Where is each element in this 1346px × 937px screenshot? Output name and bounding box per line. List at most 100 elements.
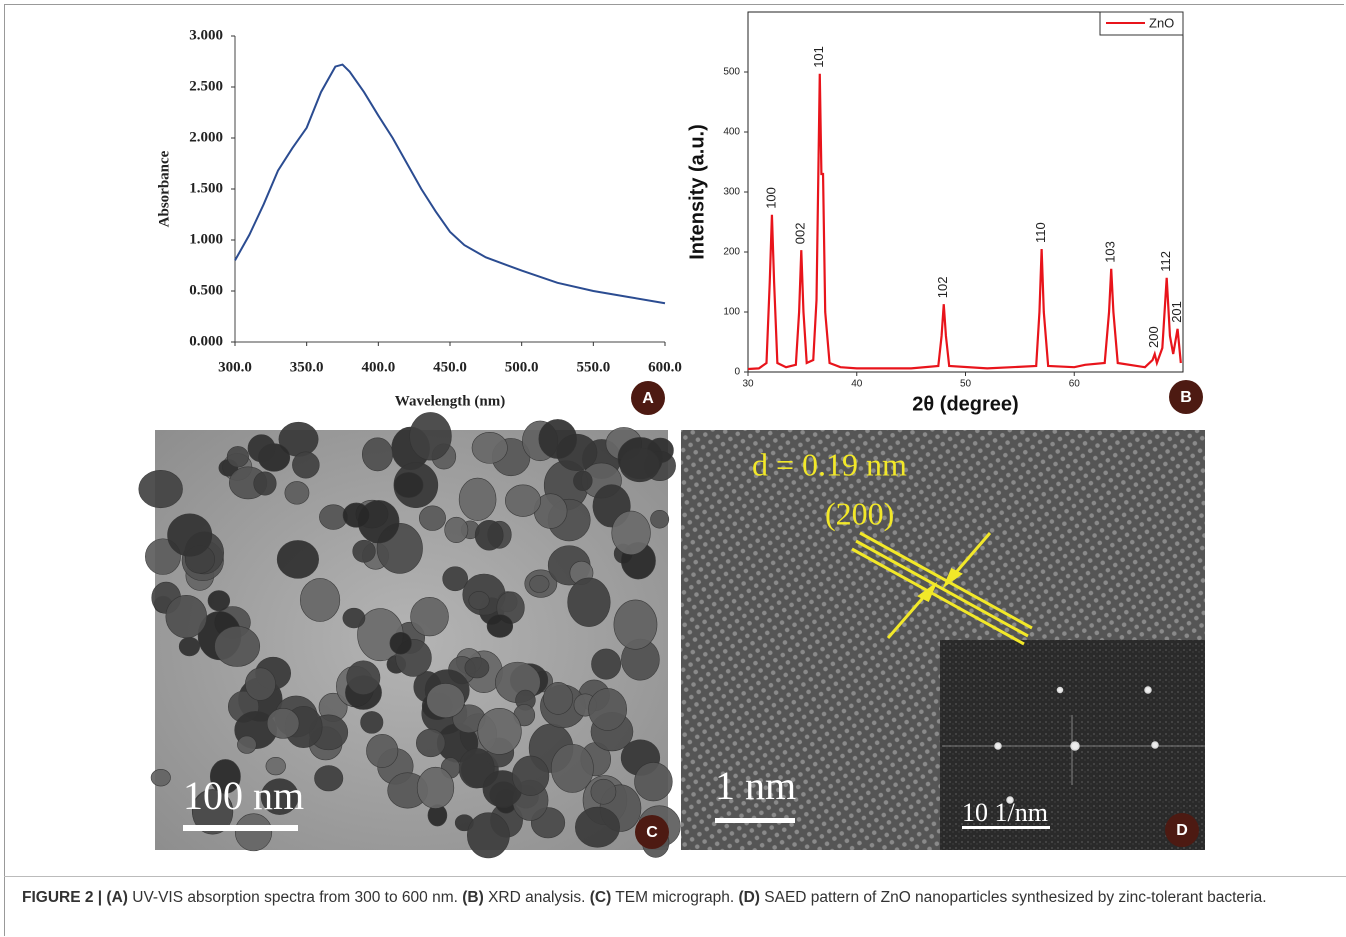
particle: [467, 813, 509, 858]
scale-bar-label: 100 nm: [183, 773, 304, 818]
particle: [530, 575, 550, 592]
particle: [551, 744, 593, 792]
particle: [543, 682, 572, 714]
panel-badge-label: B: [1180, 389, 1192, 406]
y-tick-label: 2.500: [189, 78, 223, 94]
particle: [539, 419, 577, 458]
particle: [362, 438, 393, 471]
plane-label: (200): [825, 495, 894, 531]
particle: [505, 485, 540, 517]
caption-text: FIGURE 2 | (A): [22, 889, 128, 906]
y-axis-label: Intensity (a.u.): [686, 124, 708, 260]
peak-label: 112: [1158, 251, 1173, 272]
caption: FIGURE 2 | (A) UV-VIS absorption spectra…: [22, 886, 1322, 910]
particle: [612, 511, 651, 555]
particle: [390, 632, 412, 654]
x-tick-label: 600.0: [648, 359, 682, 375]
x-tick-label: 350.0: [290, 359, 324, 375]
particle: [277, 540, 319, 578]
x-tick-label: 60: [1069, 379, 1081, 390]
data-line: [748, 74, 1181, 369]
particle: [411, 597, 449, 636]
peak-label: 201: [1169, 301, 1184, 323]
particle: [353, 540, 376, 562]
particle: [139, 470, 183, 508]
scale-bar: [183, 825, 298, 831]
particle: [573, 471, 592, 491]
particle: [166, 595, 207, 638]
panel-badge-label: D: [1176, 822, 1188, 839]
particle: [419, 506, 445, 531]
particle: [410, 412, 452, 460]
y-axis-label: Absorbance: [156, 150, 172, 227]
x-axis-label: 2θ (degree): [912, 393, 1018, 415]
peak-label: 002: [793, 222, 808, 244]
particle: [227, 446, 249, 467]
y-tick-label: 500: [723, 67, 740, 78]
inset-scale-bar-label: 10 1/nm: [962, 798, 1048, 827]
peak-label: 100: [763, 187, 778, 209]
x-tick-label: 300.0: [218, 359, 252, 375]
y-tick-label: 200: [723, 247, 740, 258]
scale-bar: [715, 818, 795, 823]
particle: [575, 807, 619, 847]
y-tick-label: 300: [723, 187, 740, 198]
peak-label: 101: [811, 46, 826, 68]
y-tick-label: 0.000: [189, 333, 223, 349]
particle: [459, 478, 496, 520]
data-line: [235, 65, 665, 304]
particle: [237, 736, 256, 754]
figure: d = 0.19 nm (200) 100 nm 1 nm 10 1/nm 0.…: [0, 0, 1346, 880]
particle: [512, 756, 549, 796]
inset-scale-bar: [962, 826, 1050, 829]
peak-label: 103: [1103, 241, 1118, 263]
particle: [589, 688, 627, 730]
particle: [487, 615, 513, 638]
particle: [620, 448, 660, 482]
particle: [245, 668, 275, 701]
particle: [235, 814, 272, 851]
particle: [292, 452, 319, 478]
particle: [614, 600, 657, 649]
peak-label: 110: [1033, 222, 1048, 243]
caption-text: (C): [590, 889, 612, 906]
scale-bar-label: 1 nm: [715, 763, 796, 808]
peak-label: 200: [1146, 326, 1161, 348]
particle: [472, 432, 507, 463]
caption-text: SAED pattern of ZnO nanoparticles synthe…: [760, 889, 1267, 906]
particle: [343, 503, 370, 527]
y-tick-label: 2.000: [189, 129, 223, 145]
particle: [445, 517, 468, 542]
caption-text: (B): [462, 889, 484, 906]
particle: [366, 734, 397, 767]
caption-text: (D): [738, 889, 760, 906]
y-tick-label: 0: [734, 367, 740, 378]
page: {"chart_data": [ {"type": "line", "color…: [0, 0, 1346, 937]
legend-label: ZnO: [1149, 15, 1174, 30]
y-tick-label: 100: [723, 307, 740, 318]
particle: [475, 520, 503, 550]
x-tick-label: 40: [851, 379, 863, 390]
x-tick-label: 450.0: [433, 359, 467, 375]
particle: [208, 590, 230, 610]
particle: [650, 510, 668, 528]
particle: [417, 767, 454, 808]
particle: [179, 637, 199, 656]
particle: [591, 779, 616, 804]
y-tick-label: 0.500: [189, 282, 223, 298]
particle: [248, 435, 275, 462]
particle: [465, 657, 489, 678]
particle: [591, 649, 620, 679]
particle: [343, 608, 365, 628]
particle: [267, 708, 299, 738]
y-tick-label: 1.000: [189, 231, 223, 247]
particle: [361, 711, 383, 733]
caption-text: XRD analysis.: [484, 889, 590, 906]
x-tick-label: 500.0: [505, 359, 539, 375]
peak-label: 102: [935, 276, 950, 298]
particle: [347, 661, 380, 695]
particle: [635, 762, 673, 801]
particle: [568, 578, 611, 627]
particle: [168, 514, 212, 557]
particle: [254, 472, 277, 495]
